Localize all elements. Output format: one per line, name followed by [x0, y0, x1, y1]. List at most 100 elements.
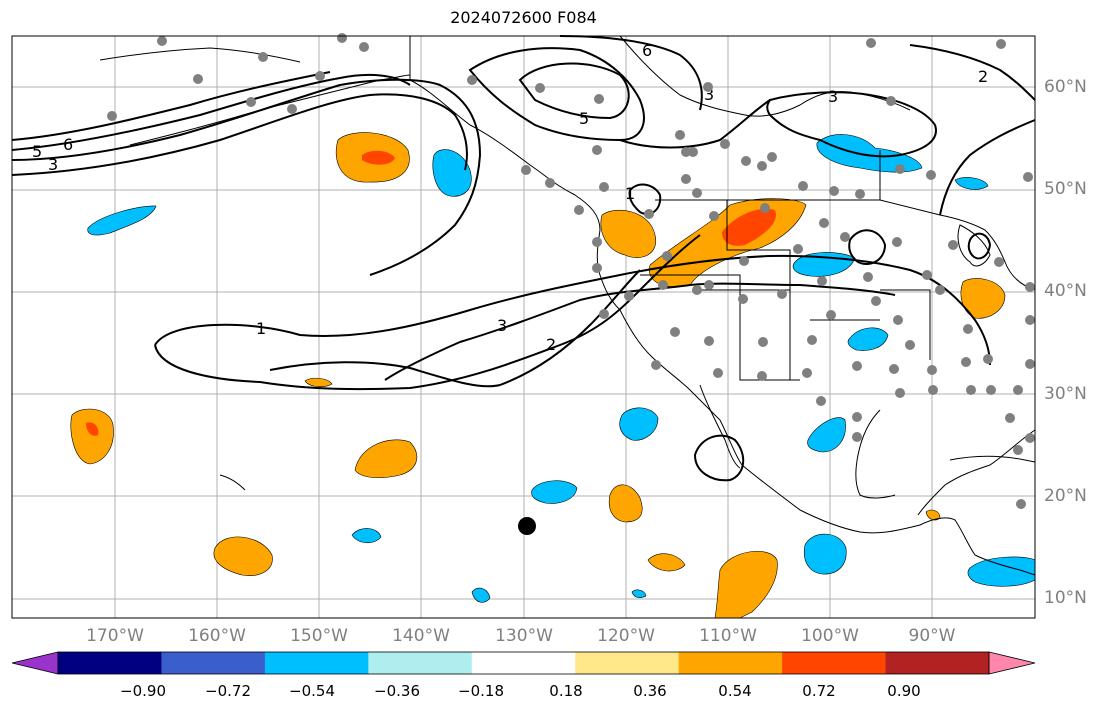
anomaly-blob: [304, 377, 333, 387]
colorbar-swatch: [58, 652, 162, 674]
contour-line: [619, 99, 771, 149]
anomaly-blob: [631, 589, 647, 598]
lon-label: 110°W: [699, 626, 757, 646]
contour-line: [967, 232, 992, 260]
colorbar-tick-label: −0.36: [374, 682, 420, 700]
contour-line: [939, 119, 1036, 216]
contour-line: [468, 47, 645, 142]
contour-label: 3: [497, 316, 507, 335]
contour-line: [693, 434, 745, 482]
lat-label: 60°N: [1044, 77, 1087, 97]
contour-label: 5: [579, 109, 589, 128]
negative-anomalies: [87, 134, 1036, 603]
contour-label: 3: [828, 87, 838, 106]
colorbar-swatch: [368, 652, 473, 674]
contour-line: [11, 78, 482, 276]
anomaly-blob: [967, 556, 1036, 587]
contour-line: [384, 282, 896, 381]
contour-line: [848, 229, 887, 265]
lon-label: 120°W: [597, 626, 655, 646]
map-title: 2024072600 F084: [450, 8, 597, 27]
colorbar-tick-label: 0.72: [802, 682, 836, 700]
anomaly-blob: [86, 422, 99, 436]
lon-label: 100°W: [801, 626, 859, 646]
anomaly-blob: [619, 407, 659, 441]
positive-anomalies: [70, 132, 1006, 619]
anomaly-blob: [531, 480, 578, 504]
colorbar-tick-label: −0.54: [289, 682, 335, 700]
contour-label-group: 5 6 3 1 3 2 6 5 3 3 2 1: [32, 41, 988, 354]
contour-line: [766, 91, 937, 158]
contour-line: [11, 71, 331, 141]
contour-line: [628, 183, 662, 215]
colorbar-tick-label: −0.72: [205, 682, 251, 700]
anomaly-blob: [432, 149, 472, 197]
anomaly-blob: [960, 278, 1006, 319]
lon-label: 90°W: [908, 626, 956, 646]
lon-label: 140°W: [392, 626, 450, 646]
contour-label: 2: [546, 335, 556, 354]
anomaly-blob: [847, 327, 889, 351]
colorbar-swatch: [264, 652, 369, 674]
anomaly-blob: [722, 208, 776, 246]
colorbar-swatch: [885, 652, 990, 674]
anomaly-blob: [70, 408, 114, 465]
colorbar-swatch: [161, 652, 266, 674]
lat-label: 20°N: [1044, 486, 1087, 506]
colorbar-swatch: [575, 652, 680, 674]
colorbar-frame: [57, 651, 990, 675]
anomaly-blob: [351, 528, 382, 544]
lon-label: 150°W: [290, 626, 348, 646]
contour-line: [909, 44, 1036, 101]
anomaly-blob: [807, 417, 846, 453]
contour-lines: [11, 35, 1036, 482]
anomaly-blob: [816, 134, 923, 173]
lat-label: 10°N: [1044, 588, 1087, 608]
location-marker: [518, 517, 536, 535]
contour-label: 6: [63, 135, 73, 154]
graticule: [12, 36, 1035, 618]
anomaly-blob: [647, 553, 686, 572]
colorbar-tick-label: 0.18: [549, 682, 583, 700]
colorbar-tick-label: 0.36: [633, 682, 667, 700]
colorbar-swatch: [471, 652, 576, 674]
contour-label: 2: [978, 67, 988, 86]
station-dots: [107, 33, 1035, 509]
contour-line: [11, 73, 411, 151]
colorbar-tick-label: −0.90: [120, 682, 166, 700]
anomaly-blob: [354, 439, 418, 479]
anomaly-blob: [600, 209, 657, 258]
anomaly-blob: [362, 150, 395, 165]
anomaly-blob: [608, 484, 643, 523]
colorbar-swatch: [678, 652, 783, 674]
contour-label: 3: [704, 85, 714, 104]
contour-line: [11, 93, 468, 176]
anomaly-blob: [87, 205, 157, 236]
colorbar-extend-high: [988, 651, 1036, 675]
colorbar-tick-label: −0.18: [458, 682, 504, 700]
contour-label: 1: [256, 319, 266, 338]
contour-label: 3: [48, 155, 58, 174]
lon-label: 130°W: [495, 626, 553, 646]
lat-label: 50°N: [1044, 179, 1087, 199]
contour-line: [559, 35, 703, 111]
anomaly-blob: [803, 533, 847, 575]
contour-line: [518, 62, 630, 120]
anomaly-blob: [213, 536, 273, 576]
contour-label: 6: [642, 41, 652, 60]
colorbar-extend-low: [11, 651, 59, 675]
colorbar-swatch: [782, 652, 887, 674]
lat-label: 30°N: [1044, 384, 1087, 404]
lon-label: 170°W: [86, 626, 144, 646]
colorbar-tick-label: 0.90: [887, 682, 921, 700]
colorbar: [11, 651, 1036, 675]
contour-label: 1: [625, 184, 635, 203]
lon-label: 160°W: [188, 626, 246, 646]
contour-label: 5: [32, 142, 42, 161]
anomaly-blob: [471, 587, 491, 603]
lat-label: 40°N: [1044, 281, 1087, 301]
anomaly-blob: [714, 551, 778, 619]
colorbar-tick-label: 0.54: [718, 682, 752, 700]
anomaly-blob: [954, 177, 989, 190]
